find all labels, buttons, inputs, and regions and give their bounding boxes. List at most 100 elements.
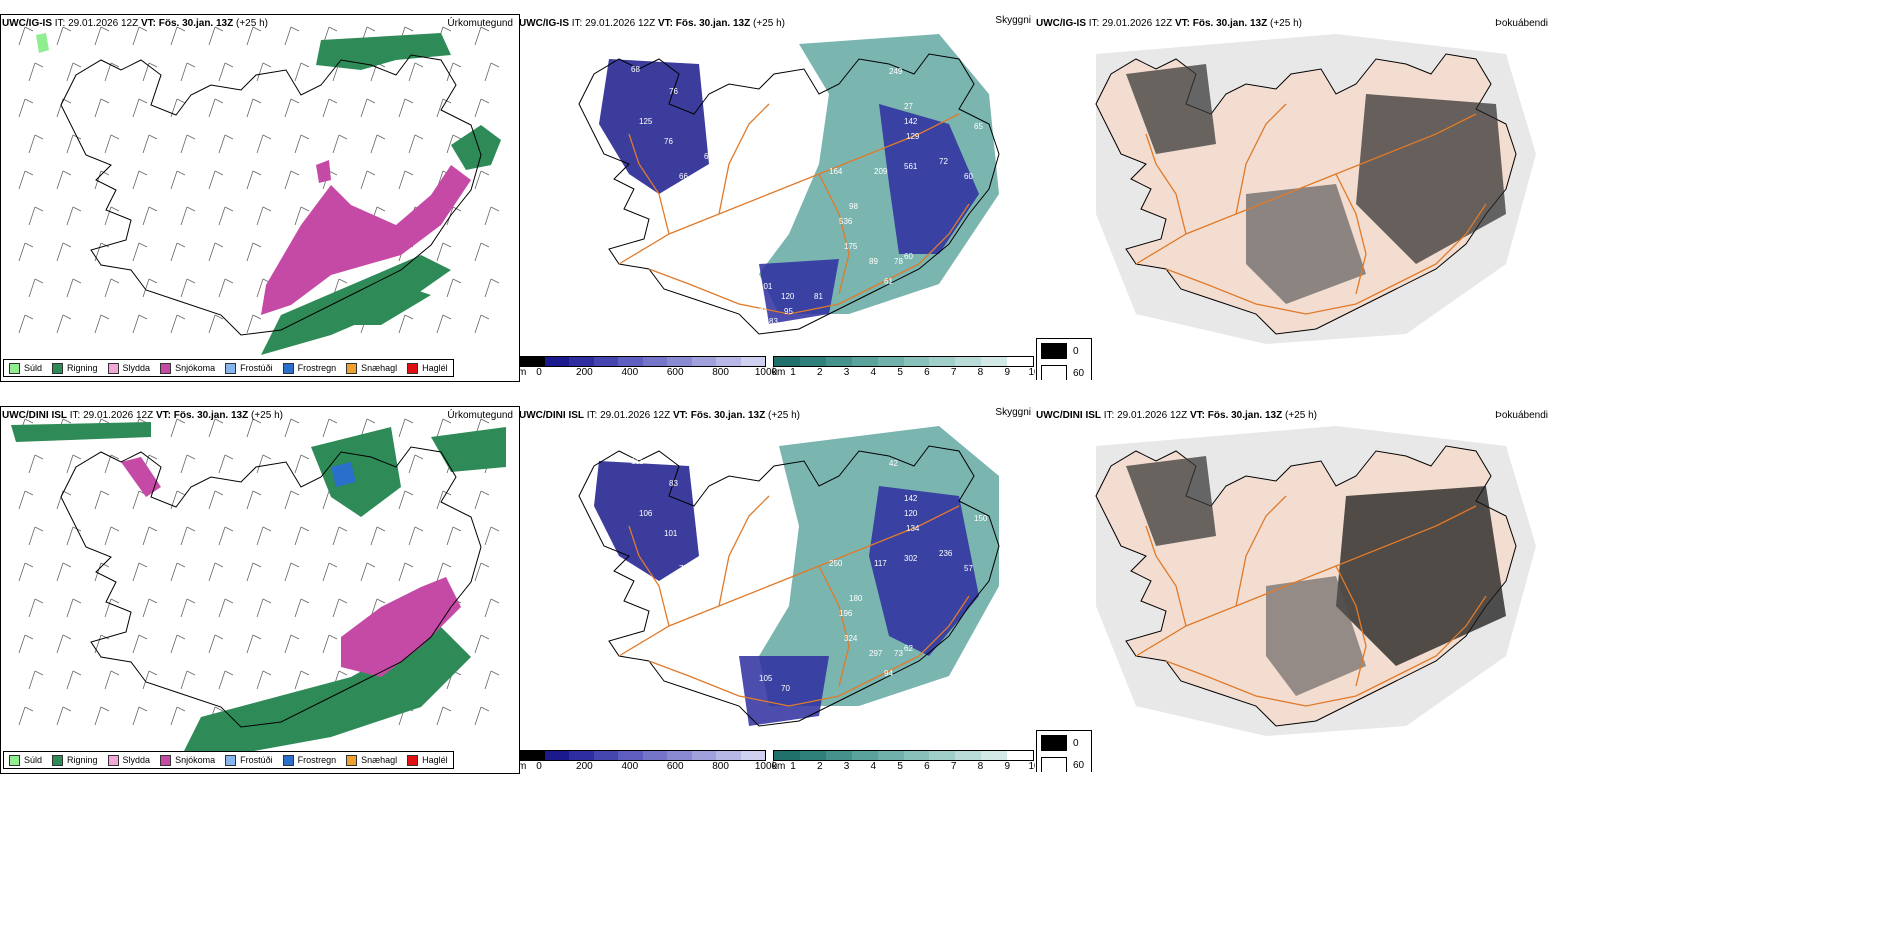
road-line <box>628 525 670 627</box>
wind-barb <box>132 170 148 190</box>
colorbar-tick: 0 <box>536 367 542 378</box>
wind-barb <box>132 98 148 118</box>
visibility-label: 79 <box>704 544 713 553</box>
road-network <box>1135 495 1487 707</box>
legend-swatch <box>52 362 64 374</box>
colorbar-tick: 7 <box>950 367 957 378</box>
colorbar-tick: 2 <box>816 761 823 772</box>
colorbar-swatches <box>773 356 1034 367</box>
panel-title: Þokuábendi <box>1495 18 1548 29</box>
road-line <box>1335 173 1367 295</box>
init-time: 29.01.2026 12Z <box>600 410 671 421</box>
wind-barb <box>170 418 186 438</box>
colorbar-ticks: 1 2 3 4 5 6 7 8 9 10 <box>773 761 1035 772</box>
wind-barb <box>408 526 424 546</box>
wind-barb <box>408 454 424 474</box>
fog-legend-swatch <box>1041 735 1067 751</box>
visibility-label: 95 <box>784 307 793 316</box>
it-label: IT: <box>69 410 81 421</box>
visibility-label: 134 <box>906 524 920 533</box>
visibility-label: 106 <box>639 509 653 518</box>
legend-label: Snjókoma <box>175 755 216 765</box>
wind-barb <box>436 418 452 438</box>
lead-time: (+25 h) <box>1270 18 1302 29</box>
legend-label: Súld <box>24 363 43 373</box>
visibility-label: 297 <box>869 649 883 658</box>
wind-barb <box>56 98 72 118</box>
wind-barb <box>18 562 34 582</box>
wind-barb <box>398 418 414 438</box>
wind-barb <box>256 62 272 82</box>
wind-barb <box>446 134 462 154</box>
wind-barb <box>360 170 376 190</box>
visibility-label: 70 <box>781 684 790 693</box>
vt-label: VT: <box>1189 410 1205 421</box>
colorbar-swatch <box>1007 357 1034 366</box>
it-label: IT: <box>1088 18 1100 29</box>
road-line <box>618 113 960 265</box>
wind-barb <box>246 418 262 438</box>
wind-barb <box>284 562 300 582</box>
colorbar-tick: 5 <box>897 367 903 378</box>
wind-barb <box>170 562 186 582</box>
snow-area <box>261 165 471 315</box>
legend-swatch <box>52 754 64 766</box>
precip-map-top <box>18 26 501 355</box>
vt-label: VT: <box>1174 18 1190 29</box>
model-name: UWC/IG-IS <box>1036 18 1086 29</box>
rain-area <box>451 125 501 170</box>
wind-barb <box>66 598 82 618</box>
colorbar-tick: 5 <box>897 761 903 772</box>
colorbar-swatches <box>519 750 766 761</box>
wind-barb <box>208 98 224 118</box>
colorbar-swatch <box>955 751 982 760</box>
wind-barb <box>436 562 452 582</box>
wind-barb <box>332 134 348 154</box>
freezing-rain-area <box>331 462 356 487</box>
colorbar-unit: m <box>519 761 527 772</box>
colorbar-unit: km <box>772 367 786 378</box>
wind-barb <box>18 26 34 46</box>
wind-barb <box>474 242 490 262</box>
model-name: UWC/DINI ISL <box>1036 410 1101 421</box>
colorbar-tick: 8 <box>977 367 984 378</box>
legend-item: Slydda <box>103 754 156 766</box>
wind-barb <box>474 314 490 334</box>
colorbar-swatch <box>929 751 956 760</box>
colorbar-swatch <box>799 751 826 760</box>
wind-barb <box>484 62 500 82</box>
legend-label: Rigning <box>67 363 98 373</box>
wind-barb <box>246 634 262 654</box>
road-line <box>1145 133 1187 235</box>
wind-barb <box>398 490 414 510</box>
visibility-label: 105 <box>759 674 773 683</box>
colorbar-swatch <box>825 357 852 366</box>
legend-label: Frostúði <box>240 755 273 765</box>
init-time: 29.01.2026 12Z <box>83 410 154 421</box>
fog-legend-row: 0 <box>1037 733 1091 753</box>
wind-barb <box>104 62 120 82</box>
colorbar-swatch <box>799 357 826 366</box>
legend-item: Snæhagl <box>341 362 402 374</box>
colorbar-tick: 1000 <box>754 761 778 772</box>
vis-low-area <box>869 486 979 656</box>
legend-label: Haglél <box>422 363 448 373</box>
precip-map-bottom <box>11 418 506 757</box>
colorbar-ticks: 1 2 3 4 5 6 7 8 9 10 <box>773 367 1035 379</box>
colorbar-swatch <box>544 357 569 366</box>
visibility-label: 76 <box>669 87 678 96</box>
vt-label: VT: <box>155 410 171 421</box>
wind-barb <box>180 206 196 226</box>
colorbar-swatch <box>981 751 1008 760</box>
legend-swatch <box>282 362 294 374</box>
visibility-label: 101 <box>759 282 773 291</box>
colorbar-swatch <box>877 357 904 366</box>
panel-title: Úrkomutegund <box>447 410 513 421</box>
header-precip-bottom: UWC/DINI ISL IT: 29.01.2026 12Z VT: Fös.… <box>2 409 517 423</box>
legend-label: Snjókoma <box>175 363 216 373</box>
wind-barb <box>256 454 272 474</box>
visibility-label: 142 <box>904 494 918 503</box>
fog-legend-label: 60 <box>1073 759 1085 771</box>
fog-map-top <box>1095 34 1536 344</box>
wind-barb <box>18 706 34 726</box>
